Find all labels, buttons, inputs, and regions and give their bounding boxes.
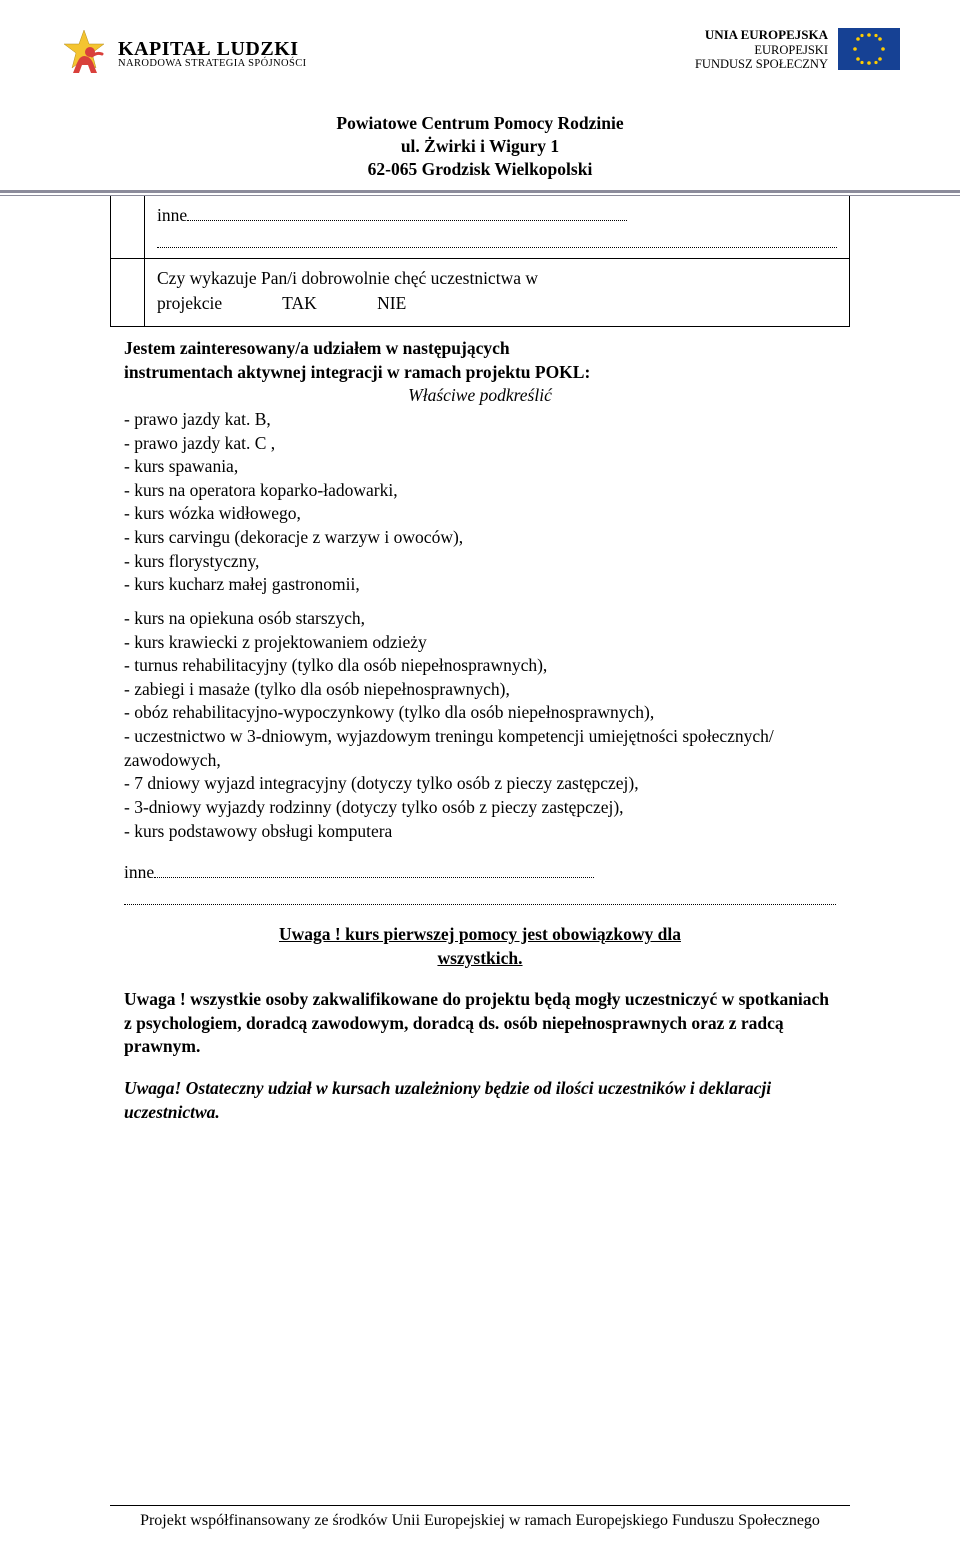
list-item: - prawo jazdy kat. C ,: [124, 432, 836, 456]
podkreslic: Właściwe podkreślić: [124, 384, 836, 408]
list-item: - 3-dniowy wyjazdy rodzinny (dotyczy tyl…: [124, 796, 836, 820]
footer-divider: [110, 1505, 850, 1506]
body-section: Jestem zainteresowany/a udziałem w nastę…: [110, 327, 850, 1138]
main-content: inne Czy wykazuje Pan/i dobrowolnie chęć…: [0, 196, 960, 1138]
consent-line1: Czy wykazuje Pan/i dobrowolnie chęć ucze…: [157, 267, 837, 291]
kapital-subtitle: NARODOWA STRATEGIA SPÓJNOŚCI: [118, 59, 307, 70]
eu-logo: UNIA EUROPEJSKA EUROPEJSKI FUNDUSZ SPOŁE…: [695, 28, 900, 72]
kapital-ludzki-logo: KAPITAŁ LUDZKI NARODOWA STRATEGIA SPÓJNO…: [60, 28, 307, 80]
table-left-col: [111, 196, 145, 258]
option-nie[interactable]: NIE: [377, 293, 406, 313]
uwaga3: Uwaga! Ostateczny udział w kursach uzale…: [124, 1077, 836, 1124]
list-item: - kurs podstawowy obsługi komputera: [124, 820, 836, 844]
table-row: Czy wykazuje Pan/i dobrowolnie chęć ucze…: [111, 258, 850, 326]
list-item: - obóz rehabilitacyjno-wypoczynkowy (tyl…: [124, 701, 836, 725]
intro-l2: instrumentach aktywnej integracji w rama…: [124, 361, 836, 385]
uwaga1-l1: Uwaga ! kurs pierwszej pomocy jest obowi…: [124, 923, 836, 947]
list-item: - kurs na opiekuna osób starszych,: [124, 607, 836, 631]
list-item: - uczestnictwo w 3-dniowym, wyjazdowym t…: [124, 725, 836, 772]
form-table: inne Czy wykazuje Pan/i dobrowolnie chęć…: [110, 196, 850, 327]
list-item: - kurs spawania,: [124, 455, 836, 479]
inne-prefix: inne: [157, 205, 187, 225]
list-item: - turnus rehabilitacyjny (tylko dla osób…: [124, 654, 836, 678]
eu-line3: FUNDUSZ SPOŁECZNY: [695, 57, 828, 71]
question-consent-cell: Czy wykazuje Pan/i dobrowolnie chęć ucze…: [145, 258, 850, 326]
list-item: - kurs carvingu (dekoracje z warzyw i ow…: [124, 526, 836, 550]
consent-line2: projekcie TAK NIE: [157, 292, 837, 316]
dotted-line: [124, 885, 836, 905]
intro-l1: Jestem zainteresowany/a udziałem w nastę…: [124, 337, 836, 361]
inne-line: inne: [124, 861, 836, 885]
list-item: - kurs wózka widłowego,: [124, 502, 836, 526]
list-item: - kurs florystyczny,: [124, 550, 836, 574]
uwaga2: Uwaga ! wszystkie osoby zakwalifikowane …: [124, 988, 836, 1059]
list-item: - zabiegi i masaże (tylko dla osób niepe…: [124, 678, 836, 702]
star-person-icon: [60, 28, 108, 80]
eu-flag-icon: [838, 28, 900, 70]
address-line2: ul. Żwirki i Wigury 1: [60, 135, 900, 158]
table-row: inne: [111, 196, 850, 258]
consent-word-projekcie: projekcie: [157, 293, 222, 313]
question-inne-cell: inne: [145, 196, 850, 258]
list-item: - kurs kucharz małej gastronomii,: [124, 573, 836, 597]
dotted-line: [157, 228, 837, 248]
option-tak[interactable]: TAK: [282, 293, 317, 313]
page-footer: Projekt współfinansowany ze środków Unii…: [0, 1505, 960, 1530]
inne-label: inne: [124, 862, 154, 882]
uwaga1-l2: wszystkich.: [124, 947, 836, 971]
eu-line2: EUROPEJSKI: [695, 43, 828, 57]
address-line1: Powiatowe Centrum Pomocy Rodzinie: [60, 112, 900, 135]
instruments-list: - prawo jazdy kat. B,- prawo jazdy kat. …: [124, 408, 836, 843]
kapital-title: KAPITAŁ LUDZKI: [118, 39, 307, 59]
list-item: - kurs na operatora koparko-ładowarki,: [124, 479, 836, 503]
address-line3: 62-065 Grodzisk Wielkopolski: [60, 158, 900, 181]
eu-line1: UNIA EUROPEJSKA: [695, 28, 828, 43]
page-header: KAPITAŁ LUDZKI NARODOWA STRATEGIA SPÓJNO…: [0, 0, 960, 190]
table-left-col: [111, 258, 145, 326]
list-item: - 7 dniowy wyjazd integracyjny (dotyczy …: [124, 772, 836, 796]
list-item: - prawo jazdy kat. B,: [124, 408, 836, 432]
list-item: - kurs krawiecki z projektowaniem odzież…: [124, 631, 836, 655]
footer-text: Projekt współfinansowany ze środków Unii…: [140, 1512, 820, 1529]
